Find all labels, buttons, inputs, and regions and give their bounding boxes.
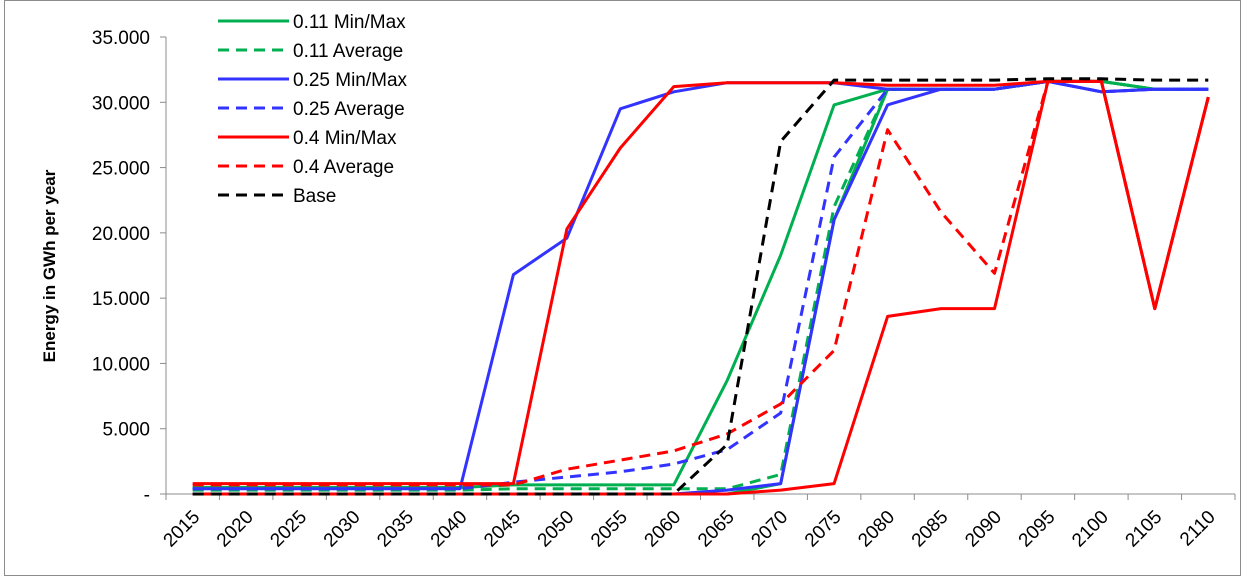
legend-label: Base (293, 186, 336, 207)
plot-lines (192, 77, 1210, 496)
y-tick-label: 35.000 (92, 28, 150, 49)
x-tick-label: 2040 (427, 507, 472, 552)
x-tick-label: 2035 (373, 507, 418, 552)
x-tick-label: 2075 (801, 507, 846, 552)
x-tick-label: 2055 (587, 507, 632, 552)
x-tick-label: 2065 (694, 507, 739, 552)
legend-label: 0.11 Min/Max (293, 12, 406, 33)
x-tick-label: 2070 (747, 507, 792, 552)
y-tick-label: 10.000 (92, 354, 150, 375)
x-tick-label: 2020 (213, 507, 258, 552)
x-tick-label: 2085 (908, 507, 953, 552)
y-tick-label: 20.000 (92, 224, 150, 245)
x-tick-label: 2110 (1176, 507, 1220, 551)
chart-frame: - 5.000 10.000 15.000 20.000 25.000 30.000 35.0… (4, 0, 1241, 576)
x-tick-label: 2080 (854, 507, 899, 552)
y-tick-label: 15.000 (92, 289, 150, 310)
legend-label: 0.25 Min/Max (293, 70, 408, 91)
series-line-base-9 (192, 77, 1209, 496)
legend: 0.11 Min/Max 0.11 Average 0.25 Min/Max 0.25… (218, 12, 408, 207)
y-axis-label: Energy in GWh per year (40, 169, 59, 362)
x-tick-label: 2095 (1015, 507, 1060, 552)
x-tick-label: 2100 (1068, 507, 1113, 552)
x-tick-label: 2090 (961, 507, 1006, 552)
series-line-0-4-average-8 (192, 79, 1210, 487)
y-tick-label: - (144, 485, 150, 506)
y-tick-label: 30.000 (92, 93, 150, 114)
x-tick-label: 2105 (1122, 507, 1167, 552)
legend-label: 0.11 Average (293, 41, 403, 62)
legend-label: 0.4 Min/Max (293, 128, 397, 149)
y-tick-label: 25.000 (92, 159, 150, 180)
x-tick-label: 2045 (480, 507, 525, 552)
x-tick-labels: 2015 2020 2025 2030 2035 2040 2045 2050 2055 2060… (160, 507, 1220, 552)
y-tick-label: 5.000 (102, 420, 150, 441)
x-tick-label: 2060 (641, 507, 686, 552)
x-tick-label: 2030 (320, 507, 365, 552)
x-tick-label: 2050 (534, 507, 579, 552)
x-tick-label: 2015 (160, 507, 205, 552)
x-tick-label: 2025 (266, 507, 311, 552)
line-chart: - 5.000 10.000 15.000 20.000 25.000 30.000 35.0… (40, 12, 1236, 552)
legend-label: 0.4 Average (293, 157, 394, 178)
legend-label: 0.25 Average (293, 99, 405, 120)
y-tick-labels: - 5.000 10.000 15.000 20.000 25.000 30.000 35.0… (92, 28, 150, 506)
